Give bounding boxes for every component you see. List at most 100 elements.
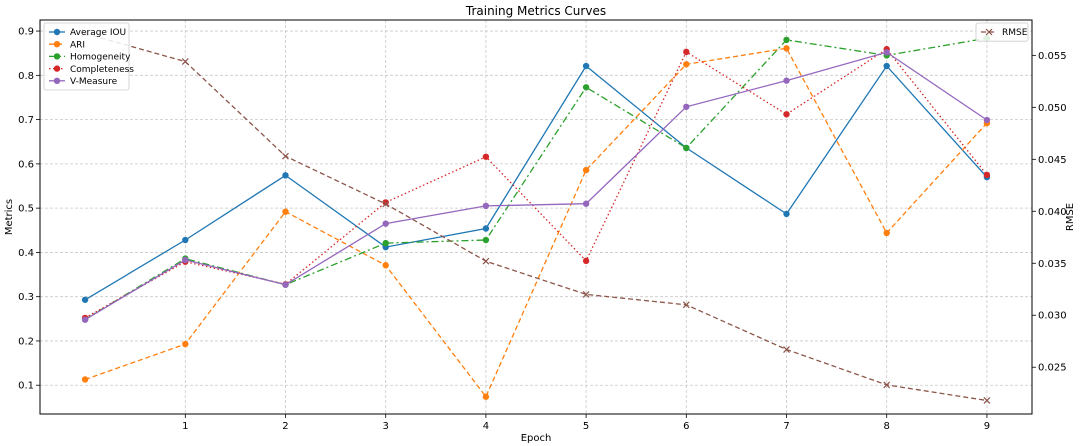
legend-marker-v-measure [53, 77, 61, 85]
legend-label-homogeneity: Homogeneity [70, 53, 131, 63]
data-point-average-iou [81, 296, 89, 303]
data-point-rmse-stroke-b [181, 58, 189, 66]
legend-right-box [975, 22, 1029, 42]
y2-tick-label: 0.030 [1038, 311, 1067, 322]
data-point-rmse [682, 301, 690, 309]
y-tick-label: 0.3 [18, 292, 34, 303]
y-tick-label: 0.9 [18, 27, 34, 38]
data-point-v-measure [282, 281, 289, 288]
data-point-average-iou [482, 225, 490, 232]
legend-marker-homogeneity [53, 53, 61, 60]
data-point-average-iou [883, 62, 890, 70]
data-point-rmse-stroke-b [382, 200, 390, 208]
x-tick-label: 2 [282, 421, 288, 432]
data-point-average-iou [282, 172, 289, 179]
data-point-completeness [382, 199, 389, 206]
data-point-rmse-stroke-b [582, 291, 590, 298]
y2-tick-label: 0.025 [1038, 363, 1067, 374]
series-ari [81, 45, 991, 400]
data-point-homogeneity [382, 239, 389, 247]
data-point-rmse [883, 381, 891, 389]
legend-marker-completeness [53, 65, 61, 72]
legend-marker-average-iou [53, 28, 61, 36]
y2-tick-label: 0.050 [1038, 103, 1067, 114]
data-point-ari [282, 208, 289, 215]
data-point-homogeneity [783, 36, 790, 44]
y-tick-label: 0.5 [18, 204, 34, 215]
series-line-rmse [84, 32, 988, 402]
data-point-homogeneity [482, 236, 490, 244]
x-tick-label: 9 [984, 421, 990, 432]
data-point-completeness [482, 153, 490, 160]
series-v-measure [81, 49, 991, 323]
x-tick-label: 6 [683, 421, 689, 432]
y-tick-label: 0.8 [18, 71, 34, 82]
data-point-rmse [181, 58, 189, 66]
axes: 1 2 3 4 5 6 7 8 9 0.1 0.2 0.3 0.4 0.5 0.6 0.7 0.8 0.9 0.02… [18, 27, 1067, 432]
legend-left-box [43, 22, 130, 91]
data-point-ari [81, 376, 89, 383]
x-tick-label: 5 [583, 421, 589, 432]
x-tick-label: 7 [783, 421, 789, 432]
y-tick-label: 0.6 [18, 159, 34, 170]
data-point-v-measure [883, 49, 890, 56]
data-point-completeness [582, 257, 590, 265]
series-layer [81, 30, 991, 404]
data-point-completeness [983, 171, 991, 179]
data-point-rmse [482, 257, 490, 265]
data-point-rmse-stroke-b [682, 301, 690, 309]
y-axis-label: Metrics [4, 199, 15, 235]
data-point-average-iou [783, 210, 790, 218]
series-line-completeness [84, 48, 988, 319]
y2-axis-label: RMSE [1065, 203, 1076, 231]
data-point-v-measure [683, 103, 690, 110]
data-point-rmse [382, 200, 390, 208]
legend-marker-ari [53, 41, 61, 48]
data-point-ari [582, 166, 590, 174]
data-point-rmse [282, 152, 289, 160]
data-point-v-measure [482, 202, 490, 210]
y-tick-label: 0.7 [18, 115, 34, 126]
data-point-ari [883, 229, 890, 237]
series-line-ari [84, 47, 988, 398]
chart-title: Training Metrics Curves [465, 4, 606, 18]
data-point-ari [182, 340, 189, 348]
data-point-v-measure [582, 200, 590, 207]
data-point-v-measure [983, 116, 991, 124]
data-point-rmse [783, 346, 790, 353]
x-tick-label: 8 [884, 421, 890, 432]
data-point-ari [783, 45, 790, 52]
y-tick-label: 0.1 [18, 381, 34, 392]
x-tick-label: 3 [383, 421, 389, 432]
legend-label-rmse: RMSE [1002, 28, 1028, 38]
legend-right: RMSE [975, 22, 1029, 42]
legend-left: Average IOU ARI Homogeneity Completeness V-M… [43, 22, 134, 91]
x-tick-label: 1 [182, 421, 188, 432]
grid [40, 20, 1032, 414]
legend-marker-rmse-stroke-b [985, 28, 993, 36]
data-point-v-measure [382, 220, 389, 227]
data-point-average-iou [182, 236, 189, 244]
data-point-rmse [582, 291, 590, 298]
x-tick-label: 4 [483, 421, 489, 432]
data-point-homogeneity [582, 84, 590, 91]
data-point-rmse-stroke-b [282, 152, 289, 160]
plot-frame [39, 19, 1033, 415]
series-line-v-measure [84, 51, 988, 321]
data-point-v-measure [783, 77, 790, 84]
legend-marker-rmse [985, 28, 993, 36]
data-point-ari [482, 393, 490, 400]
data-point-v-measure [182, 256, 189, 264]
data-point-ari [683, 61, 690, 68]
y2-tick-label: 0.040 [1038, 207, 1067, 218]
data-point-rmse-stroke-b [783, 346, 790, 353]
legend-label-average-iou: Average IOU [70, 28, 126, 38]
y2-tick-label: 0.055 [1038, 51, 1067, 62]
data-point-v-measure [81, 316, 89, 323]
data-point-homogeneity [683, 144, 690, 152]
data-point-average-iou [582, 62, 590, 70]
series-completeness [81, 46, 991, 322]
y-tick-label: 0.2 [18, 336, 34, 347]
